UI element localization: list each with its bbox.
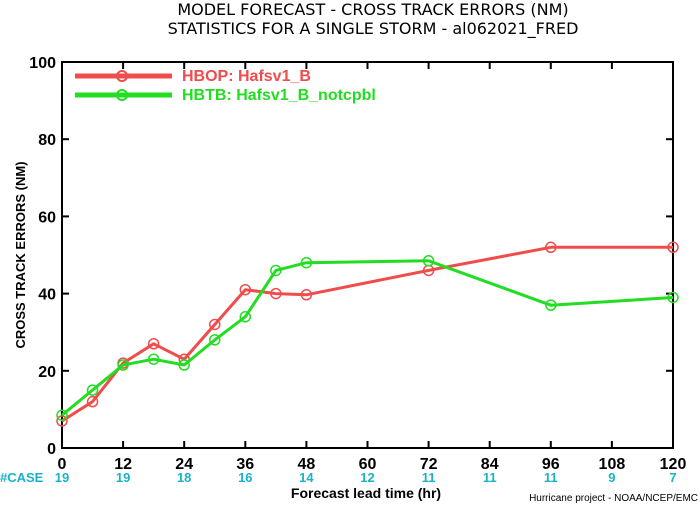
case-count: 18 bbox=[177, 470, 191, 485]
data-point-hbop bbox=[239, 283, 252, 296]
data-point-hbop bbox=[667, 241, 679, 254]
y-tick-label: 20 bbox=[38, 364, 56, 381]
data-point-hbtb bbox=[209, 334, 221, 346]
case-count: 11 bbox=[483, 470, 497, 485]
case-count: 14 bbox=[299, 470, 314, 485]
case-count: 11 bbox=[422, 470, 436, 485]
x-tick-label: 96 bbox=[542, 456, 560, 473]
legend-swatch-marker-hbtb bbox=[116, 89, 128, 101]
case-count: 16 bbox=[238, 470, 252, 485]
data-point-hbop bbox=[545, 241, 557, 254]
data-point-hbop bbox=[270, 287, 282, 300]
data-point-hbtb bbox=[545, 299, 557, 311]
y-axis-label: CROSS TRACK ERRORS (NM) bbox=[13, 161, 28, 348]
x-tick-label: 12 bbox=[114, 456, 132, 473]
series-line-hbop bbox=[61, 245, 673, 423]
data-point-hbtb bbox=[270, 264, 282, 277]
legend-label-hbtb: HBTB: Hafsv1_B_notcpbl bbox=[182, 87, 376, 104]
credit-text: Hurricane project - NOAA/NCEP/EMC bbox=[529, 493, 698, 504]
x-tick-label: 120 bbox=[660, 456, 687, 473]
case-count: 19 bbox=[116, 470, 130, 485]
series-line-hbtb bbox=[61, 259, 674, 417]
chart-subtitle: STATISTICS FOR A SINGLE STORM - al062021… bbox=[168, 19, 579, 39]
case-count: 12 bbox=[360, 470, 374, 485]
x-tick-label: 36 bbox=[236, 456, 254, 473]
data-point-hbop bbox=[147, 338, 160, 350]
x-tick-label: 24 bbox=[175, 456, 193, 473]
y-axis: 0 20 40 60 80 100 bbox=[29, 55, 673, 458]
data-point-hbop bbox=[56, 415, 68, 427]
data-point-hbtb bbox=[178, 359, 190, 371]
x-tick-label: 108 bbox=[599, 456, 626, 473]
case-count: 19 bbox=[55, 470, 69, 485]
y-tick-label: 60 bbox=[38, 209, 56, 226]
chart-title: MODEL FORECAST - CROSS TRACK ERRORS (NM) bbox=[177, 0, 568, 19]
data-point-hbtb bbox=[147, 353, 160, 365]
y-tick-label: 100 bbox=[29, 55, 56, 72]
case-count: 9 bbox=[608, 470, 615, 485]
y-tick-label: 80 bbox=[38, 132, 56, 149]
data-point-hbtb bbox=[117, 359, 129, 371]
x-tick-label: 48 bbox=[298, 456, 316, 473]
legend: HBOP: Hafsv1_B HBTB: Hafsv1_B_notcpbl bbox=[75, 68, 376, 104]
data-point-hbtb bbox=[86, 384, 99, 396]
legend-label-hbop: HBOP: Hafsv1_B bbox=[182, 68, 311, 85]
data-point-hbop bbox=[86, 395, 99, 408]
data-point-hbtb bbox=[422, 255, 435, 267]
case-count: 7 bbox=[669, 470, 676, 485]
x-tick-label: 0 bbox=[58, 456, 67, 473]
y-tick-label: 40 bbox=[38, 287, 56, 304]
plot-frame bbox=[61, 61, 674, 449]
data-point-hbtb bbox=[300, 256, 313, 269]
case-label: #CASE bbox=[0, 470, 44, 485]
x-axis-label: Forecast lead time (hr) bbox=[291, 485, 441, 501]
data-point-hbop bbox=[209, 318, 221, 331]
x-axis: 0 12 24 36 48 60 72 84 96 108 120 bbox=[58, 62, 687, 473]
y-tick-label: 0 bbox=[47, 441, 56, 458]
data-point-hbtb bbox=[56, 409, 68, 421]
data-point-hbtb bbox=[239, 311, 252, 323]
x-tick-label: 60 bbox=[359, 456, 377, 473]
series-layer bbox=[56, 241, 679, 427]
x-tick-label: 84 bbox=[481, 456, 499, 473]
case-counts: 19 19 18 16 14 12 11 11 11 9 7 bbox=[55, 470, 677, 485]
case-count: 11 bbox=[544, 470, 558, 485]
data-point-hbtb bbox=[667, 291, 679, 304]
data-point-hbop bbox=[300, 289, 313, 301]
x-tick-label: 72 bbox=[420, 456, 438, 473]
legend-swatch-marker-hbop bbox=[116, 70, 128, 82]
